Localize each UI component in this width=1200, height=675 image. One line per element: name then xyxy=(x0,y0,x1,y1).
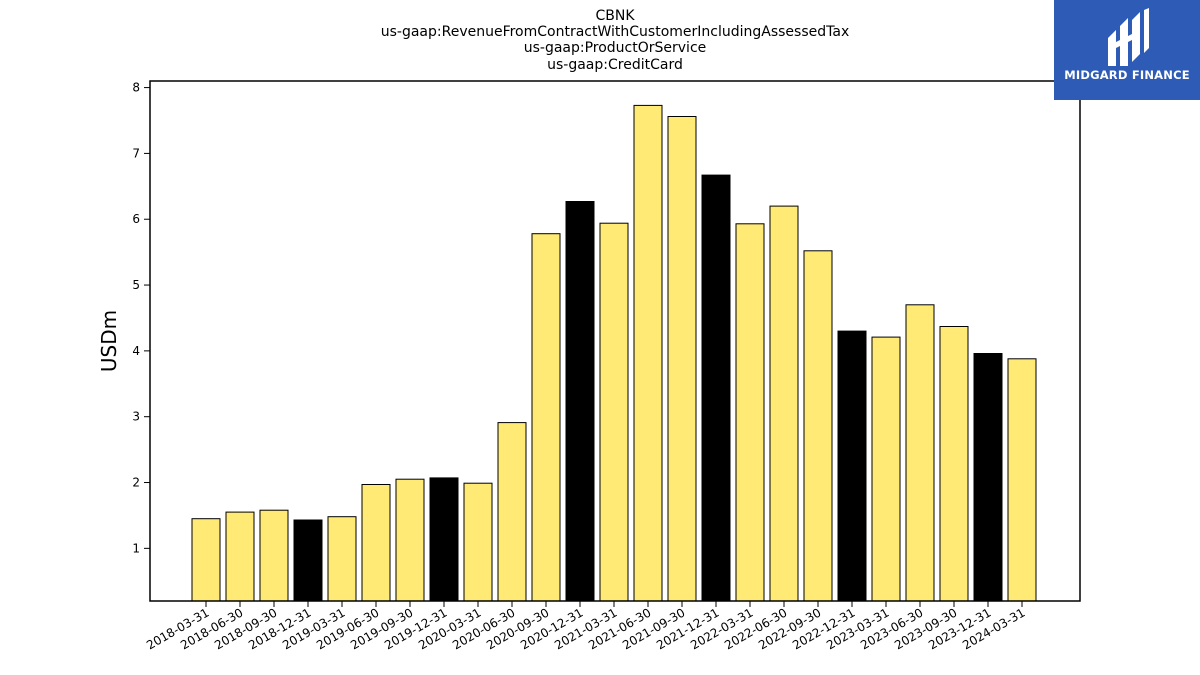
chart-title: CBNK us-gaap:RevenueFromContractWithCust… xyxy=(381,8,850,73)
midgard-finance-logo: MIDGARD FINANCE xyxy=(1054,0,1200,100)
bar-2020-12-31 xyxy=(565,201,595,602)
bar-2022-06-30 xyxy=(769,205,799,602)
bar-2019-09-30 xyxy=(395,478,425,602)
logo-text: MIDGARD FINANCE xyxy=(1064,68,1190,82)
x-ticks-group: 2018-03-312018-06-302018-09-302018-12-31… xyxy=(144,601,1028,652)
y-tick-label: 3 xyxy=(132,410,140,424)
bar-2019-12-31 xyxy=(429,477,459,602)
bar-2023-09-30 xyxy=(939,326,969,602)
y-tick-label: 5 xyxy=(132,278,140,292)
bar-2023-03-31 xyxy=(871,336,901,602)
logo-mark-icon xyxy=(1108,8,1149,66)
bar-2021-09-30 xyxy=(667,116,697,602)
bar-2022-03-31 xyxy=(735,223,765,602)
bar-2022-09-30 xyxy=(803,250,833,602)
bar-2018-06-30 xyxy=(225,511,255,602)
y-tick-label: 8 xyxy=(132,81,140,95)
bar-2019-03-31 xyxy=(327,516,357,602)
y-tick-label: 7 xyxy=(132,146,140,160)
plot-frame xyxy=(149,80,1081,602)
bars-group xyxy=(191,104,1037,602)
bar-2020-03-31 xyxy=(463,482,493,602)
bar-2023-06-30 xyxy=(905,304,935,602)
y-tick-label: 2 xyxy=(132,476,140,490)
bar-2020-09-30 xyxy=(531,233,561,602)
bar-2019-06-30 xyxy=(361,484,391,602)
y-ticks-group: 1 2 3 4 5 6 7 8 xyxy=(132,81,150,555)
bar-2021-03-31 xyxy=(599,222,629,602)
bar-2020-06-30 xyxy=(497,422,527,602)
title-line-4: us-gaap:CreditCard xyxy=(547,57,683,73)
bar-2024-03-31 xyxy=(1007,358,1037,602)
bar-2021-12-31 xyxy=(701,174,731,602)
title-line-2: us-gaap:RevenueFromContractWithCustomerI… xyxy=(381,24,850,40)
bar-2023-12-31 xyxy=(973,353,1003,602)
y-tick-label: 1 xyxy=(132,541,140,555)
bar-2018-12-31 xyxy=(293,519,323,602)
title-line-3: us-gaap:ProductOrService xyxy=(524,40,707,56)
bar-2022-12-31 xyxy=(837,330,867,602)
y-tick-label: 4 xyxy=(132,344,140,358)
title-line-1: CBNK xyxy=(595,8,635,24)
y-tick-label: 6 xyxy=(132,212,140,226)
bar-2018-03-31 xyxy=(191,518,221,602)
y-axis-label: USDm xyxy=(97,310,121,372)
bar-2021-06-30 xyxy=(633,104,663,602)
bar-2018-09-30 xyxy=(259,509,289,602)
